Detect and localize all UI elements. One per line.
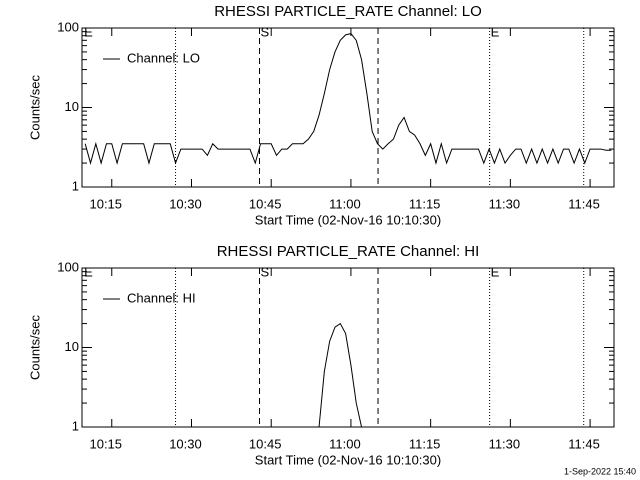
data-line	[84, 33, 612, 165]
legend-label: Channel: LO	[127, 50, 200, 65]
x-tick-label: 11:00	[329, 196, 361, 211]
y-tick-label: 10	[65, 99, 79, 114]
y-tick-label: 1	[72, 178, 79, 193]
x-tick-label: 10:45	[249, 196, 282, 211]
x-tick-label: 11:45	[568, 196, 600, 211]
y-tick-label: 10	[65, 339, 79, 354]
x-tick-label: 11:15	[409, 436, 441, 451]
x-tick-label: 10:30	[169, 196, 202, 211]
x-tick-label: 10:15	[89, 196, 122, 211]
x-tick-label: 11:30	[489, 196, 521, 211]
event-label: S	[261, 24, 270, 39]
event-label: E	[84, 264, 93, 279]
x-tick-label: 10:45	[249, 436, 282, 451]
x-axis-label: Start Time (02-Nov-16 10:10:30)	[255, 452, 441, 467]
event-label: E	[84, 24, 93, 39]
x-tick-label: 10:30	[169, 436, 202, 451]
event-label: E	[491, 264, 500, 279]
event-label: S	[261, 264, 270, 279]
x-tick-label: 11:15	[409, 196, 441, 211]
y-tick-label: 100	[57, 259, 79, 274]
event-label: E	[491, 24, 500, 39]
x-tick-label: 11:30	[489, 436, 521, 451]
y-axis-label: Counts/sec	[27, 314, 42, 380]
x-tick-label: 11:45	[568, 436, 600, 451]
data-line	[318, 322, 363, 428]
legend-label: Channel: HI	[127, 290, 196, 305]
y-axis-label: Counts/sec	[27, 74, 42, 140]
timestamp: 1-Sep-2022 15:40	[564, 466, 636, 476]
x-tick-label: 10:15	[89, 436, 122, 451]
chart-title: RHESSI PARTICLE_RATE Channel: LO	[214, 3, 482, 20]
x-tick-label: 11:00	[329, 436, 361, 451]
x-axis-label: Start Time (02-Nov-16 10:10:30)	[255, 212, 441, 227]
y-tick-label: 100	[57, 19, 79, 34]
chart-title: RHESSI PARTICLE_RATE Channel: HI	[217, 243, 480, 260]
y-tick-label: 1	[72, 418, 79, 433]
